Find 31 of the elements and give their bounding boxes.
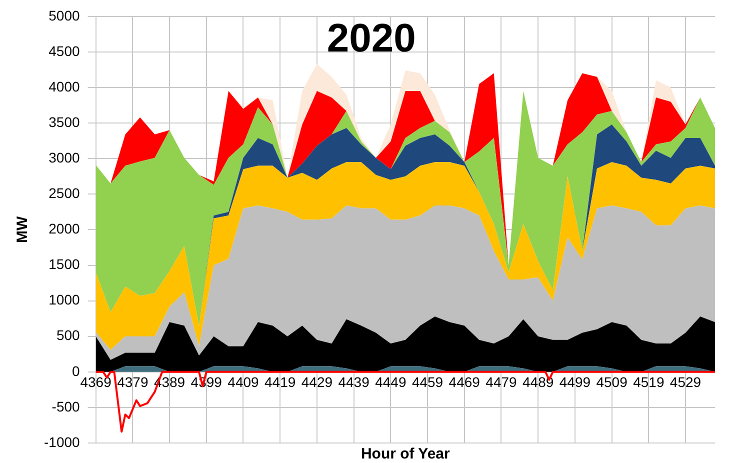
x-axis-title: Hour of Year bbox=[360, 446, 450, 463]
x-tick-label: 4449 bbox=[375, 374, 406, 390]
y-axis-title: MW bbox=[14, 216, 32, 244]
y-tick-label: 2500 bbox=[48, 185, 80, 202]
y-tick-label: -1000 bbox=[44, 434, 80, 450]
y-tick-label: 500 bbox=[56, 327, 80, 344]
x-tick-label: 4489 bbox=[522, 374, 554, 390]
y-tick-label: 3000 bbox=[48, 149, 80, 166]
x-tick-label: 4429 bbox=[301, 374, 333, 390]
chart-title: 2020 bbox=[326, 16, 416, 60]
x-tick-label: 4379 bbox=[117, 374, 148, 390]
x-tick-label: 4529 bbox=[670, 374, 702, 390]
x-tick-label: 4459 bbox=[412, 374, 444, 390]
x-tick-label: 4509 bbox=[596, 374, 628, 390]
x-tick-label: 4369 bbox=[80, 374, 112, 390]
y-tick-label: 1500 bbox=[48, 256, 80, 272]
y-tick-label: 0 bbox=[72, 362, 80, 379]
y-tick-label: -500 bbox=[52, 398, 80, 414]
x-tick-label: 4409 bbox=[228, 374, 260, 390]
y-tick-label: 1000 bbox=[48, 292, 80, 308]
y-tick-label: 5000 bbox=[48, 7, 80, 24]
x-tick-label: 4439 bbox=[338, 374, 370, 390]
x-tick-label: 4519 bbox=[633, 374, 664, 390]
x-tick-label: 4499 bbox=[559, 374, 591, 390]
y-tick-label: 2000 bbox=[48, 220, 80, 237]
y-tick-label: 4000 bbox=[48, 78, 80, 94]
x-tick-label: 4469 bbox=[448, 374, 480, 390]
y-tick-label: 4500 bbox=[48, 42, 80, 59]
x-tick-label: 4419 bbox=[264, 374, 296, 390]
y-tick-label: 3500 bbox=[48, 114, 80, 130]
x-tick-label: 4479 bbox=[486, 374, 518, 390]
